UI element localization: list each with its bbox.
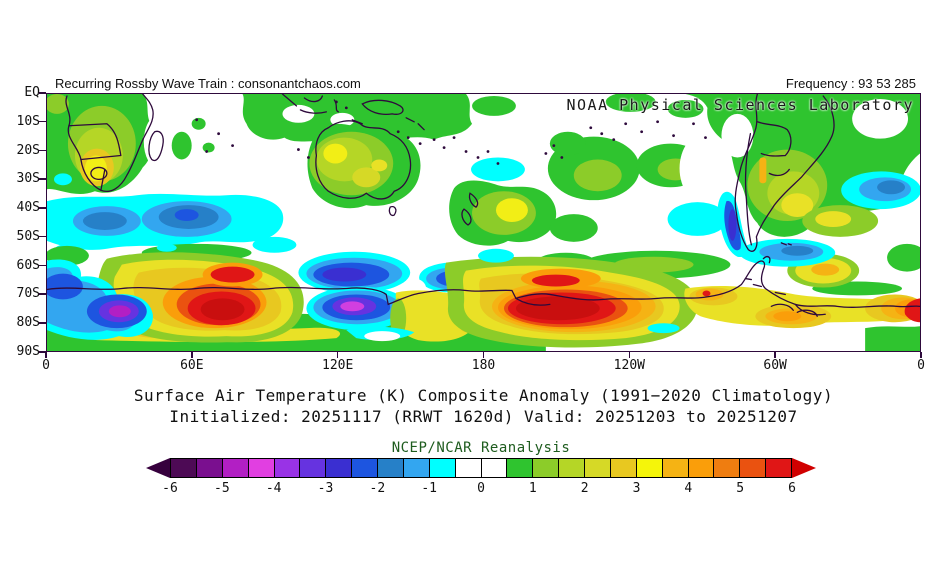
- colorbar-cell: [558, 459, 584, 477]
- colorbar-tick-label: -4: [265, 481, 282, 496]
- y-tick-mark: [39, 92, 46, 94]
- colorbar-tick-label: 6: [788, 481, 796, 496]
- colorbar-tick-label: -2: [369, 481, 386, 496]
- x-tick-mark: [45, 352, 47, 358]
- noaa-psl-label: NOAA Physical Sciences Laboratory: [566, 96, 914, 114]
- colorbar-cell: [713, 459, 740, 477]
- colorbar-cell: [506, 459, 533, 477]
- x-tick-mark: [920, 352, 922, 358]
- y-tick-mark: [39, 293, 46, 295]
- colorbar-tick-label: 1: [528, 481, 537, 496]
- colorbar-cell: [299, 459, 326, 477]
- colorbar-cell: [325, 459, 352, 477]
- colorbar-tick-label: 4: [684, 481, 693, 496]
- colorbar-tick-label: -3: [317, 481, 334, 496]
- y-tick-mark: [39, 351, 46, 353]
- colorbar: [146, 458, 816, 478]
- colorbar-cell: [171, 459, 196, 477]
- colorbar-tick-label: 5: [736, 481, 745, 496]
- x-tick-mark: [774, 352, 776, 358]
- colorbar-tick-label: 0: [477, 481, 485, 496]
- colorbar-cell: [765, 459, 791, 477]
- chart-title: Surface Air Temperature (K) Composite An…: [133, 386, 834, 405]
- colorbar-tick-label: -1: [421, 481, 437, 496]
- chart-subtitle: Initialized: 20251117 (RRWT 1620d) Valid…: [169, 407, 798, 426]
- y-tick-mark: [39, 178, 46, 180]
- colorbar-right-arrow: [792, 458, 816, 478]
- colorbar-cell: [402, 459, 429, 477]
- colorbar-tick-labels: -6 -5 -4 -3 -2 -1 0 1 2 3 4 5 6: [146, 481, 832, 497]
- y-tick-mark: [39, 322, 46, 324]
- colorbar-left-arrow: [146, 458, 170, 478]
- colorbar-tick-label: -6: [162, 481, 178, 496]
- y-tick-label: EQ: [24, 85, 40, 100]
- colorbar-cell: [532, 459, 559, 477]
- x-tick-mark: [628, 352, 631, 358]
- x-tick-mark: [191, 352, 193, 358]
- header-frequency-text: Frequency : 93 53 285: [785, 76, 916, 91]
- colorbar-cells: [170, 458, 792, 478]
- colorbar-cell: [739, 459, 766, 477]
- y-tick-mark: [39, 120, 46, 123]
- x-tick-label: 0: [917, 358, 925, 373]
- colorbar-cell: [351, 459, 377, 477]
- y-tick-mark: [39, 207, 46, 209]
- y-tick-label: 50S: [16, 228, 40, 244]
- colorbar-cell: [377, 459, 403, 477]
- colorbar-tick-label: 3: [632, 481, 641, 496]
- header-source-text: Recurring Rossby Wave Train : consonantc…: [55, 76, 361, 91]
- colorbar-cell: [480, 459, 507, 477]
- y-tick-mark: [39, 149, 46, 152]
- coastlines: [47, 94, 920, 317]
- x-tick-label: 120W: [613, 358, 645, 373]
- island-dots: [195, 100, 707, 165]
- colorbar-tick-label: -5: [214, 481, 230, 496]
- y-tick-label: 60S: [16, 257, 40, 273]
- colorbar-cell: [584, 459, 610, 477]
- y-tick-label: 80S: [16, 315, 40, 331]
- y-tick-mark: [39, 264, 46, 267]
- colorbar-cell: [687, 459, 714, 477]
- y-tick-label: 20S: [16, 142, 40, 158]
- x-tick-label: 120E: [322, 358, 354, 373]
- x-tick-label: 60E: [180, 358, 204, 373]
- colorbar-cell: [195, 459, 222, 477]
- colorbar-cell: [454, 459, 481, 477]
- y-tick-mark: [39, 235, 46, 238]
- y-tick-label: 40S: [16, 200, 40, 216]
- y-tick-label: 70S: [16, 286, 40, 302]
- anomaly-map: [47, 94, 920, 351]
- anomaly-field: [47, 94, 920, 351]
- colorbar-cell: [635, 459, 662, 477]
- x-tick-label: 180: [471, 358, 496, 373]
- y-tick-label: 90S: [16, 344, 40, 359]
- y-tick-label: 10S: [16, 113, 40, 129]
- colorbar-cell: [661, 459, 688, 477]
- colorbar-cell: [221, 459, 248, 477]
- y-tick-label: 30S: [16, 171, 40, 187]
- colorbar-cell: [609, 459, 636, 477]
- x-tick-mark: [336, 352, 339, 358]
- colorbar-cell: [273, 459, 300, 477]
- x-tick-mark: [482, 352, 485, 358]
- colorbar-cell: [247, 459, 274, 477]
- x-tick-label: 60W: [763, 358, 787, 373]
- colorbar-cell: [428, 459, 455, 477]
- map-plot-area: [46, 93, 921, 352]
- x-tick-label: 0: [42, 358, 50, 373]
- colorbar-tick-label: 2: [580, 481, 589, 496]
- colorbar-title: NCEP/NCAR Reanalysis: [391, 440, 571, 456]
